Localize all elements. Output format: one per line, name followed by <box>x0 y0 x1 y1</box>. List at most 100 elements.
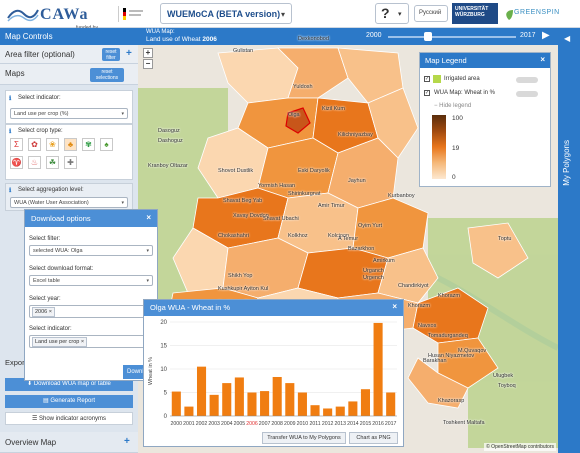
chart-bar[interactable] <box>272 376 282 416</box>
irrigated-opacity-slider[interactable] <box>516 77 538 83</box>
close-icon[interactable]: × <box>392 302 397 311</box>
map-place-label: Khazorasp <box>438 398 465 404</box>
chart-bar[interactable] <box>323 408 333 416</box>
indicator-multiselect[interactable]: Land use per crop × <box>29 335 153 348</box>
chart-bar[interactable] <box>222 383 232 416</box>
map-place-label: Chokashahri <box>218 233 249 239</box>
info-icon[interactable]: ℹ <box>9 129 12 135</box>
play-icon[interactable]: ▶ <box>542 30 550 41</box>
indicator-select[interactable]: Land use per crop (%) ▾ <box>10 108 128 119</box>
map-place-label: Bazarkhon <box>348 246 375 252</box>
partner-logo[interactable]: GREENSPIN <box>504 8 574 22</box>
hide-legend-label: Hide legend <box>439 103 472 109</box>
crop-all-icon[interactable]: Σ <box>10 138 23 151</box>
chart-bar[interactable] <box>171 391 181 416</box>
chart-bar[interactable] <box>196 366 207 416</box>
reset-filter-button[interactable]: reset filter <box>102 48 120 61</box>
info-icon[interactable]: ℹ <box>9 188 12 194</box>
year-slider-track[interactable] <box>388 36 516 38</box>
chart-png-button[interactable]: Chart as PNG <box>349 432 398 444</box>
info-icon[interactable]: ℹ <box>9 96 12 102</box>
maps-section[interactable]: Maps reset selections <box>0 64 138 85</box>
crop-wheat-icon[interactable]: ♣ <box>64 138 77 151</box>
generate-report-label: Generate Report <box>50 398 96 404</box>
map-place-label: Ulugbek <box>493 373 514 379</box>
language-button[interactable]: Русский <box>414 5 448 22</box>
crop-maize-icon[interactable]: ♠ <box>100 138 113 151</box>
map-legend-panel: Map Legend × ✓ Irrigated area ✓ WUA Map:… <box>419 52 551 187</box>
map-attribution[interactable]: © OpenStreetMap contributors <box>484 443 556 451</box>
y-tick-label: 20 <box>160 320 167 326</box>
chart-bar[interactable] <box>234 377 244 416</box>
crop-cotton-icon[interactable]: ✿ <box>28 138 41 151</box>
chart-bar[interactable] <box>348 401 358 416</box>
app-title: WUEMoCA (BETA version) <box>167 9 281 19</box>
chart-bar[interactable] <box>360 389 371 416</box>
crop-alfalfa-icon[interactable]: ✾ <box>82 138 95 151</box>
zoom-out-button[interactable]: − <box>143 59 153 69</box>
app-version-dropdown[interactable]: WUEMoCA (BETA version) ▾ <box>160 3 292 24</box>
year-tag[interactable]: 2006 × <box>32 307 55 317</box>
x-tick-label: 2015 <box>360 421 372 427</box>
overview-map-section[interactable]: Overview Map + <box>0 432 138 453</box>
expand-plus-icon[interactable]: + <box>124 436 130 447</box>
chart-bar[interactable] <box>373 322 383 416</box>
reset-selections-button[interactable]: reset selections <box>90 68 124 82</box>
crop-vegetable-icon[interactable]: ♨ <box>28 156 41 169</box>
crop-fallow-icon[interactable]: ✚ <box>64 156 77 169</box>
hide-legend-toggle[interactable]: − Hide legend <box>434 103 471 109</box>
generate-report-button[interactable]: ▤ Generate Report <box>5 395 133 408</box>
map-place-label: Eski Daryolik <box>298 168 330 174</box>
format-select[interactable]: Excel table ▾ <box>29 275 153 286</box>
chart-bar[interactable] <box>184 406 194 416</box>
cawa-logo[interactable]: CAWa funded by <box>6 4 116 31</box>
map-title-text: Land use of Wheat <box>146 36 201 43</box>
filter-select[interactable]: selected WUA: Olga ▾ <box>29 245 153 256</box>
my-polygons-strip[interactable]: ◀ My Polygons <box>558 28 580 453</box>
map-place-label: Toshkent Maltafa <box>443 420 485 426</box>
chart-bar[interactable] <box>310 405 320 416</box>
legend-max: 100 <box>452 115 463 122</box>
x-tick-label: 2000 <box>171 421 183 427</box>
crop-type-box: ℹ Select crop type: Σ ✿ ❀ ♣ ✾ ♠ ♈ ♨ ☘ ✚ <box>5 124 133 180</box>
area-filter-section[interactable]: Area filter (optional) reset filter + <box>0 45 138 64</box>
map-place-label: Barakhan <box>423 358 447 364</box>
map-legend-title: Map Legend <box>425 56 467 65</box>
crop-fruit-icon[interactable]: ♈ <box>10 156 23 169</box>
chart-bar[interactable] <box>386 392 396 417</box>
help-button[interactable]: ? ▾ <box>375 3 409 24</box>
legend-color-ramp <box>432 115 446 179</box>
chart-bar[interactable] <box>297 392 307 417</box>
chart-bar[interactable] <box>285 383 295 416</box>
download-wua-map-button[interactable]: ⬇ Download WUA map or table <box>5 378 133 391</box>
download-options-title: Download options <box>31 214 91 223</box>
chart-bar[interactable] <box>209 394 219 416</box>
chart-bar[interactable] <box>247 392 257 417</box>
close-icon[interactable]: × <box>146 213 151 222</box>
indicator-tag[interactable]: Land use per crop × <box>32 337 88 347</box>
show-acronyms-button[interactable]: ☰ Show indicator acronyms <box>5 412 133 425</box>
wua-layer-checkbox[interactable]: ✓ <box>424 90 430 96</box>
chart-bar[interactable] <box>335 406 345 416</box>
map-place-label: Khorazm <box>438 293 461 299</box>
wua-opacity-slider[interactable] <box>516 91 538 97</box>
university-logo[interactable]: UNIVERSITÄT WÜRZBURG <box>452 3 498 24</box>
map-place-label: Kurbanboy <box>388 193 415 199</box>
close-icon[interactable]: × <box>540 55 545 64</box>
zoom-in-button[interactable]: + <box>143 48 153 58</box>
aggregation-select[interactable]: WUA (Water User Association) ▾ <box>10 197 128 208</box>
irrigated-checkbox[interactable]: ✓ <box>424 76 430 82</box>
map-controls-title: Map Controls <box>5 32 53 41</box>
year-slider-handle[interactable] <box>424 32 432 41</box>
map-controls-header[interactable]: Map Controls <box>0 28 138 45</box>
expand-plus-icon[interactable]: + <box>126 48 132 59</box>
year-multiselect[interactable]: 2006 × <box>29 305 153 318</box>
transfer-wua-button[interactable]: Transfer WUA to My Polygons <box>262 432 346 444</box>
university-name: UNIVERSITÄT WÜRZBURG <box>455 6 489 18</box>
crop-other-icon[interactable]: ☘ <box>46 156 59 169</box>
map-title-year: 2006 <box>202 36 217 43</box>
arrow-left-icon[interactable]: ◀ <box>564 34 571 43</box>
chart-bar[interactable] <box>260 391 270 416</box>
crop-rice-icon[interactable]: ❀ <box>46 138 59 151</box>
